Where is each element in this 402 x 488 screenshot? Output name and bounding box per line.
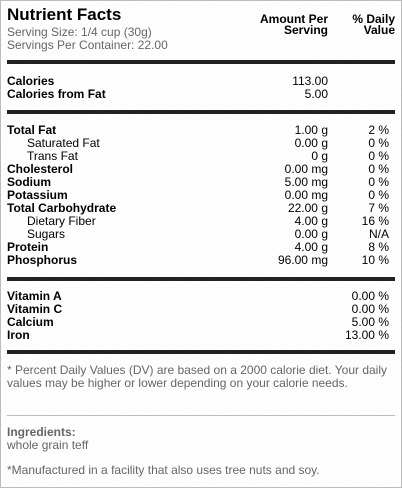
nutrient-amount: 0.00 mg [284, 162, 328, 176]
nutrient-daily-value: 8 % [368, 240, 389, 254]
label-header: Nutrient Facts Serving Size: 1/4 cup (30… [7, 5, 395, 55]
ingredients-title: Ingredients: [7, 425, 76, 439]
nutrient-name: Trans Fat [27, 149, 78, 163]
nutrient-name: Sugars [27, 227, 66, 241]
nutrient-row: Trans Fat 0 g 0 % [7, 150, 395, 163]
nutrient-row: Phosphorus 96.00 mg 10 % [7, 254, 395, 267]
nutrient-daily-value: 10 % [361, 253, 389, 267]
nutrient-amount: 1.00 g [294, 123, 328, 137]
nutrient-row: Cholesterol 0.00 mg 0 % [7, 163, 395, 176]
amount-per-serving-header: Amount Per Serving [259, 12, 328, 37]
nutrient-name: Cholesterol [7, 162, 74, 176]
vitamin-name: Vitamin C [7, 302, 63, 316]
nutrient-amount: 22.00 g [287, 201, 328, 215]
nutrient-amount: 5.00 mg [284, 175, 328, 189]
nutrient-row: Dietary Fiber 4.00 g 16 % [7, 215, 395, 228]
daily-value-header: % Daily Value [352, 12, 395, 37]
vitamin-name: Vitamin A [7, 289, 62, 303]
nutrient-amount: 0.00 g [294, 136, 328, 150]
vitamin-row: Vitamin A 0.00 % [7, 290, 395, 303]
nutrient-name: Total Carbohydrate [7, 201, 117, 215]
nutrient-amount: 113.00 [292, 74, 328, 88]
vitamin-daily-value: 0.00 % [351, 289, 389, 303]
nutrient-row: Protein 4.00 g 8 % [7, 241, 395, 254]
divider [7, 415, 395, 416]
vitamin-row: Calcium 5.00 % [7, 316, 395, 329]
manufacturing-note: *Manufactured in a facility that also us… [7, 463, 320, 477]
nutrient-daily-value: 0 % [368, 162, 389, 176]
serving-size: Serving Size: 1/4 cup (30g) [7, 25, 152, 39]
calories-row: Calories 113.00 [7, 75, 395, 88]
vitamin-row: Iron 13.00 % [7, 329, 395, 342]
nutrient-row: Sugars 0.00 g N/A [7, 228, 395, 241]
nutrient-daily-value: 16 % [361, 214, 389, 228]
nutrient-name: Calories from Fat [7, 87, 106, 101]
nutrient-amount: 0.00 g [294, 227, 328, 241]
nutrient-row: Potassium 0.00 mg 0 % [7, 189, 395, 202]
vitamin-name: Iron [7, 328, 30, 342]
nutrient-amount: 0.00 mg [284, 188, 328, 202]
daily-value-footnote: * Percent Daily Values (DV) are based on… [7, 363, 387, 390]
nutrient-daily-value: 7 % [368, 201, 389, 215]
nutrient-daily-value: 2 % [368, 123, 389, 137]
calories-from-fat-row: Calories from Fat 5.00 [7, 88, 395, 101]
vitamin-row: Vitamin C 0.00 % [7, 303, 395, 316]
vitamin-daily-value: 0.00 % [351, 302, 389, 316]
nutrient-amount: 4.00 g [294, 214, 328, 228]
nutrient-daily-value: 0 % [368, 175, 389, 189]
servings-per-container: Servings Per Container: 22.00 [7, 38, 168, 52]
divider [7, 110, 395, 114]
nutrient-amount: 0 g [311, 149, 328, 163]
divider [7, 277, 395, 281]
nutrient-name: Saturated Fat [27, 136, 100, 150]
label-title: Nutrient Facts [7, 5, 122, 24]
nutrient-row: Total Carbohydrate 22.00 g 7 % [7, 202, 395, 215]
nutrient-name: Calories [7, 74, 55, 88]
nutrient-daily-value: 0 % [368, 136, 389, 150]
nutrient-daily-value: N/A [368, 227, 389, 241]
vitamin-daily-value: 13.00 % [344, 328, 389, 342]
nutrient-amount: 96.00 mg [277, 253, 328, 267]
divider [7, 60, 395, 64]
nutrient-amount: 4.00 g [294, 240, 328, 254]
vitamin-daily-value: 5.00 % [351, 315, 389, 329]
nutrient-daily-value: 0 % [368, 149, 389, 163]
nutrient-name: Dietary Fiber [27, 214, 96, 228]
divider [7, 350, 395, 354]
nutrient-row: Total Fat 1.00 g 2 % [7, 124, 395, 137]
nutrient-name: Phosphorus [7, 253, 78, 267]
nutrient-name: Sodium [7, 175, 51, 189]
vitamin-name: Calcium [7, 315, 54, 329]
nutrient-name: Total Fat [7, 123, 57, 137]
nutrient-name: Protein [7, 240, 49, 254]
nutrient-daily-value: 0 % [368, 188, 389, 202]
nutrient-row: Saturated Fat 0.00 g 0 % [7, 137, 395, 150]
nutrient-name: Potassium [7, 188, 68, 202]
nutrient-row: Sodium 5.00 mg 0 % [7, 176, 395, 189]
nutrient-amount: 5.00 [304, 87, 328, 101]
ingredients-text: whole grain teff [7, 438, 89, 452]
